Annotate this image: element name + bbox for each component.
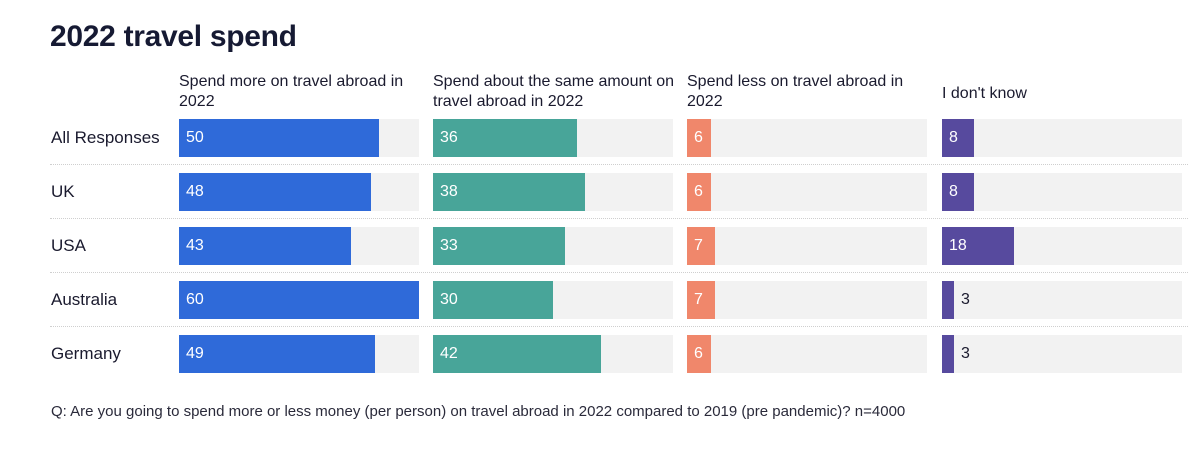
data-label: 7 [694, 291, 703, 308]
bar [433, 173, 585, 211]
data-label: 49 [186, 345, 204, 362]
bar [942, 335, 954, 373]
data-label: 48 [186, 183, 204, 200]
bar [179, 227, 351, 265]
bar [687, 281, 715, 319]
data-label: 42 [440, 345, 458, 362]
bar-track [942, 281, 1182, 319]
bar [179, 173, 371, 211]
data-label: 30 [440, 291, 458, 308]
data-label: 3 [961, 291, 970, 308]
bar-track [687, 173, 927, 211]
bar [687, 173, 711, 211]
bar [687, 119, 711, 157]
column-header: I don't know [942, 85, 1027, 102]
data-label: 50 [186, 129, 204, 146]
data-label: 38 [440, 183, 458, 200]
data-label: 33 [440, 237, 458, 254]
question-note: Q: Are you going to spend more or less m… [51, 403, 906, 420]
column-header: Spend about the same amount on travel ab… [433, 73, 675, 110]
bar [687, 227, 715, 265]
column-header: Spend less on travel abroad in 2022 [687, 73, 904, 110]
data-label: 60 [186, 291, 204, 308]
bar-track [942, 173, 1182, 211]
column-header: Spend more on travel abroad in 2022 [179, 73, 404, 110]
bar [687, 335, 711, 373]
bar-track [687, 227, 927, 265]
bar [942, 119, 974, 157]
bar-track [687, 119, 927, 157]
data-label: 6 [694, 129, 703, 146]
bar [433, 281, 553, 319]
row-divider [50, 326, 1188, 327]
bar [942, 227, 1014, 265]
bar [179, 335, 375, 373]
bar-track [687, 281, 927, 319]
row-label: All Responses [51, 128, 160, 147]
bar-track [942, 119, 1182, 157]
bar [179, 281, 419, 319]
bar [433, 335, 601, 373]
row-divider [50, 164, 1188, 165]
data-label: 8 [949, 129, 958, 146]
bar [433, 227, 565, 265]
chart-title: 2022 travel spend [50, 20, 297, 53]
bar-track [942, 335, 1182, 373]
data-label: 8 [949, 183, 958, 200]
bar [433, 119, 577, 157]
row-label: Germany [51, 344, 121, 363]
row-label: UK [51, 182, 75, 201]
bar [942, 173, 974, 211]
row-label: Australia [51, 290, 118, 309]
row-divider [50, 218, 1188, 219]
data-label: 6 [694, 183, 703, 200]
data-label: 36 [440, 129, 458, 146]
data-label: 43 [186, 237, 204, 254]
bar-track [687, 335, 927, 373]
data-label: 18 [949, 237, 967, 254]
data-label: 6 [694, 345, 703, 362]
bar [179, 119, 379, 157]
row-label: USA [51, 236, 86, 255]
bar [942, 281, 954, 319]
data-label: 3 [961, 345, 970, 362]
data-label: 7 [694, 237, 703, 254]
row-divider [50, 272, 1188, 273]
